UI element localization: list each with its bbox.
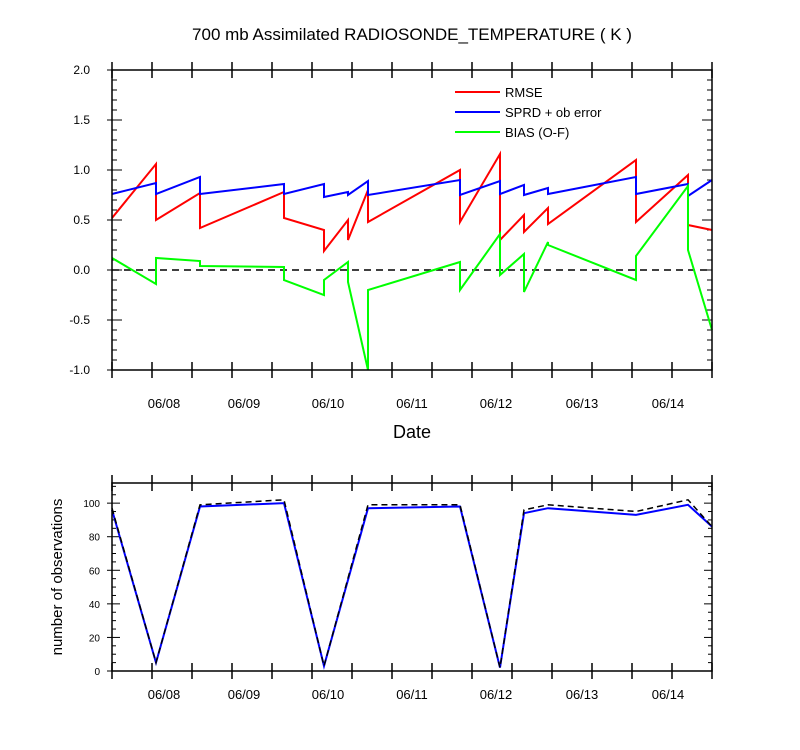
y-tick-label: 80: [89, 533, 101, 544]
bottom-x-tick-labels: 06/08 06/09 06/10 06/11 06/12 06/13 06/14: [148, 687, 685, 702]
top-ticks: [107, 62, 713, 378]
y-tick-label: -1.0: [69, 363, 90, 377]
y-tick-label: 1.5: [73, 113, 90, 127]
y-tick-label: 0: [94, 667, 100, 678]
x-tick-label: 06/10: [312, 687, 345, 702]
legend: RMSE SPRD + ob error BIAS (O-F): [455, 85, 602, 140]
series-line-sprd-ob-error: [111, 175, 713, 199]
bottom-ticks: [107, 475, 713, 679]
y-tick-label: 0.0: [73, 263, 90, 277]
bottom-plot-frame: [111, 482, 713, 672]
x-tick-label: 06/08: [148, 396, 181, 411]
y-tick-label: 60: [89, 566, 101, 577]
legend-label: RMSE: [505, 85, 543, 100]
legend-label: BIAS (O-F): [505, 125, 569, 140]
top-x-tick-labels: 06/08 06/09 06/10 06/11 06/12 06/13 06/14: [148, 396, 685, 411]
obs-line-possible: [111, 498, 713, 668]
x-tick-label: 06/09: [228, 396, 261, 411]
y-tick-label: 100: [83, 499, 100, 510]
x-tick-label: 06/10: [312, 396, 345, 411]
y-tick-label: 0.5: [73, 213, 90, 227]
y-tick-label: 40: [89, 600, 101, 611]
x-tick-label: 06/11: [396, 396, 428, 411]
x-tick-label: 06/11: [396, 687, 428, 702]
top-chart: 700 mb Assimilated RADIOSONDE_TEMPERATUR…: [69, 25, 713, 442]
series-line-rmse: [111, 150, 713, 254]
y-tick-label: 2.0: [73, 63, 90, 77]
series-line-bias-o-f-: [111, 182, 713, 371]
obs-line-assimilated: [111, 502, 713, 670]
top-series: [111, 150, 713, 371]
x-tick-label: 06/14: [652, 687, 685, 702]
y-tick-label: 1.0: [73, 163, 90, 177]
top-plot-frame: [111, 69, 713, 371]
y-tick-label: -0.5: [69, 313, 90, 327]
x-axis-label: Date: [393, 422, 431, 442]
bottom-y-tick-labels: 0 20 40 60 80 100: [83, 499, 100, 678]
x-tick-label: 06/13: [566, 687, 599, 702]
legend-label: SPRD + ob error: [505, 105, 602, 120]
bottom-series: [111, 498, 713, 670]
y-tick-label: 20: [89, 633, 101, 644]
x-tick-label: 06/12: [480, 687, 513, 702]
x-tick-label: 06/09: [228, 687, 261, 702]
x-tick-label: 06/14: [652, 396, 685, 411]
top-y-tick-labels: -1.0 -0.5 0.0 0.5 1.0 1.5 2.0: [69, 63, 90, 377]
y-axis-label-observations: number of observations: [49, 499, 66, 656]
x-tick-label: 06/12: [480, 396, 513, 411]
x-tick-label: 06/08: [148, 687, 181, 702]
chart-title: 700 mb Assimilated RADIOSONDE_TEMPERATUR…: [192, 25, 632, 44]
x-tick-label: 06/13: [566, 396, 599, 411]
